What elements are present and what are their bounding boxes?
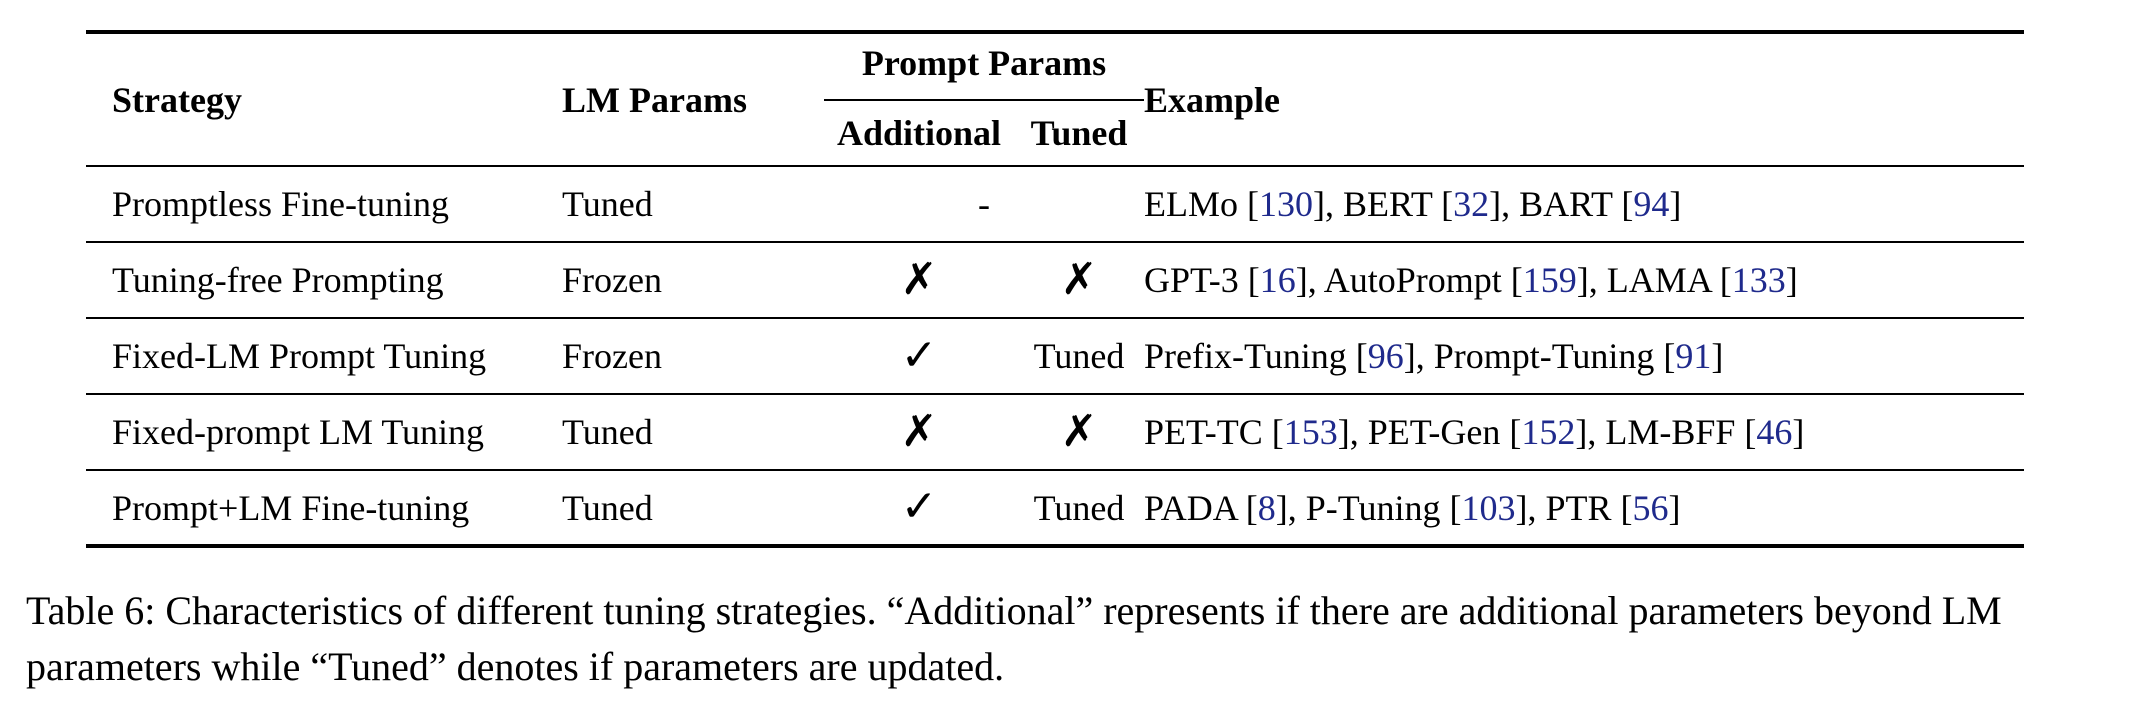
citation-link[interactable]: 16	[1259, 260, 1296, 300]
example-text: ], LAMA [	[1576, 260, 1732, 300]
table-row: Prompt+LM Fine-tuning Tuned ✓ Tuned PADA [8]…	[86, 470, 2025, 546]
example-text: ], BART [	[1489, 184, 1634, 224]
example-text: ], PET-Gen [	[1337, 412, 1522, 452]
cell-additional: ✗	[824, 394, 1014, 470]
cross-mark-icon: ✗	[1060, 405, 1098, 457]
header-additional: Additional	[824, 99, 1014, 166]
cell-prompt-params: -	[978, 184, 990, 224]
example-text: GPT-3 [	[1144, 260, 1260, 300]
header-prompt-params: Prompt Params	[824, 32, 1144, 100]
cell-tuned-text: Tuned	[1033, 487, 1125, 528]
tuning-strategies-table-container: Strategy LM Params Prompt Params Example…	[86, 30, 2025, 548]
cell-tuned: ✗	[1014, 242, 1144, 318]
cell-example: PET-TC [153], PET-Gen [152], LM-BFF [46]	[1144, 394, 2024, 470]
citation-link[interactable]: 32	[1453, 184, 1490, 224]
cell-tuned: ✗	[1014, 394, 1144, 470]
check-mark-icon: ✓	[900, 329, 938, 381]
header-example: Example	[1144, 79, 1281, 120]
cell-example: Prefix-Tuning [96], Prompt-Tuning [91]	[1144, 318, 2024, 394]
cell-example: GPT-3 [16], AutoPrompt [159], LAMA [133]	[1144, 242, 2024, 318]
citation-link[interactable]: 56	[1632, 487, 1669, 528]
cell-strategy: Prompt+LM Fine-tuning	[112, 487, 470, 528]
citation-link[interactable]: 8	[1257, 487, 1276, 528]
citation-link[interactable]: 94	[1633, 184, 1670, 224]
example-text: ], P-Tuning [	[1275, 487, 1462, 528]
header-prompt-params-label: Prompt Params	[861, 42, 1107, 83]
example-text: ELMo [	[1144, 184, 1259, 224]
example-text: ], PTR [	[1515, 487, 1633, 528]
cell-lm-params: Tuned	[562, 487, 653, 528]
citation-link[interactable]: 133	[1731, 260, 1786, 300]
cell-additional: ✗	[824, 242, 1014, 318]
citation-link[interactable]: 103	[1461, 487, 1516, 528]
cell-tuned: Tuned	[1014, 470, 1144, 546]
citation-link[interactable]: 91	[1675, 336, 1712, 376]
cell-example: ELMo [130], BERT [32], BART [94]	[1144, 166, 2024, 242]
citation-link[interactable]: 153	[1283, 412, 1338, 452]
example-text: ], AutoPrompt [	[1295, 260, 1523, 300]
example-text: PADA [	[1144, 487, 1258, 528]
example-text: ]	[1785, 260, 1798, 300]
cell-lm-params: Frozen	[562, 336, 662, 376]
cell-additional: ✓	[824, 470, 1014, 546]
citation-link[interactable]: 152	[1521, 412, 1576, 452]
cell-lm-params: Tuned	[562, 184, 653, 224]
cell-lm-params: Frozen	[562, 260, 662, 300]
cell-strategy: Fixed-LM Prompt Tuning	[112, 336, 487, 376]
table-row: Fixed-prompt LM Tuning Tuned ✗ ✗ PET-TC [153…	[86, 394, 2025, 470]
citation-link[interactable]: 130	[1259, 184, 1313, 224]
example-text: ]	[1668, 487, 1681, 528]
example-text: ], BERT [	[1313, 184, 1454, 224]
table-body: Promptless Fine-tuning Tuned - ELMo [130], …	[86, 166, 2025, 546]
citation-link[interactable]: 96	[1367, 336, 1404, 376]
table-row: Promptless Fine-tuning Tuned - ELMo [130], …	[86, 166, 2025, 242]
example-text: PET-TC [	[1144, 412, 1284, 452]
cross-mark-icon: ✗	[900, 405, 938, 457]
citation-link[interactable]: 159	[1522, 260, 1577, 300]
table-row: Fixed-LM Prompt Tuning Frozen ✓ Tuned Prefix…	[86, 318, 2025, 394]
cell-tuned-text: Tuned	[1033, 336, 1125, 376]
example-text: ]	[1669, 184, 1682, 224]
cell-strategy: Tuning-free Prompting	[112, 260, 444, 300]
check-mark-icon: ✓	[900, 481, 938, 532]
tuning-strategies-table: Strategy LM Params Prompt Params Example…	[86, 30, 2025, 548]
cross-mark-icon: ✗	[900, 253, 938, 305]
cell-lm-params: Tuned	[562, 412, 653, 452]
example-text: Prefix-Tuning [	[1144, 336, 1368, 376]
cell-strategy: Promptless Fine-tuning	[112, 184, 450, 224]
example-text: ], LM-BFF [	[1575, 412, 1757, 452]
table-caption: Table 6: Characteristics of different tu…	[26, 588, 2002, 689]
cross-mark-icon: ✗	[1060, 253, 1098, 305]
header-tuned: Tuned	[1014, 99, 1145, 166]
header-strategy: Strategy	[112, 79, 242, 120]
table-row: Tuning-free Prompting Frozen ✗ ✗ GPT-3 [16],…	[86, 242, 2025, 318]
citation-link[interactable]: 46	[1756, 412, 1793, 452]
table-header: Strategy LM Params Prompt Params Example…	[86, 32, 2025, 166]
header-lm-params: LM Params	[562, 79, 747, 120]
cell-strategy: Fixed-prompt LM Tuning	[112, 412, 485, 452]
cell-example: PADA [8], P-Tuning [103], PTR [56]	[1144, 470, 2024, 546]
example-text: ]	[1792, 412, 1805, 452]
example-text: ], Prompt-Tuning [	[1403, 336, 1676, 376]
cell-additional: ✓	[824, 318, 1014, 394]
example-text: ]	[1711, 336, 1724, 376]
cell-tuned: Tuned	[1014, 318, 1144, 394]
